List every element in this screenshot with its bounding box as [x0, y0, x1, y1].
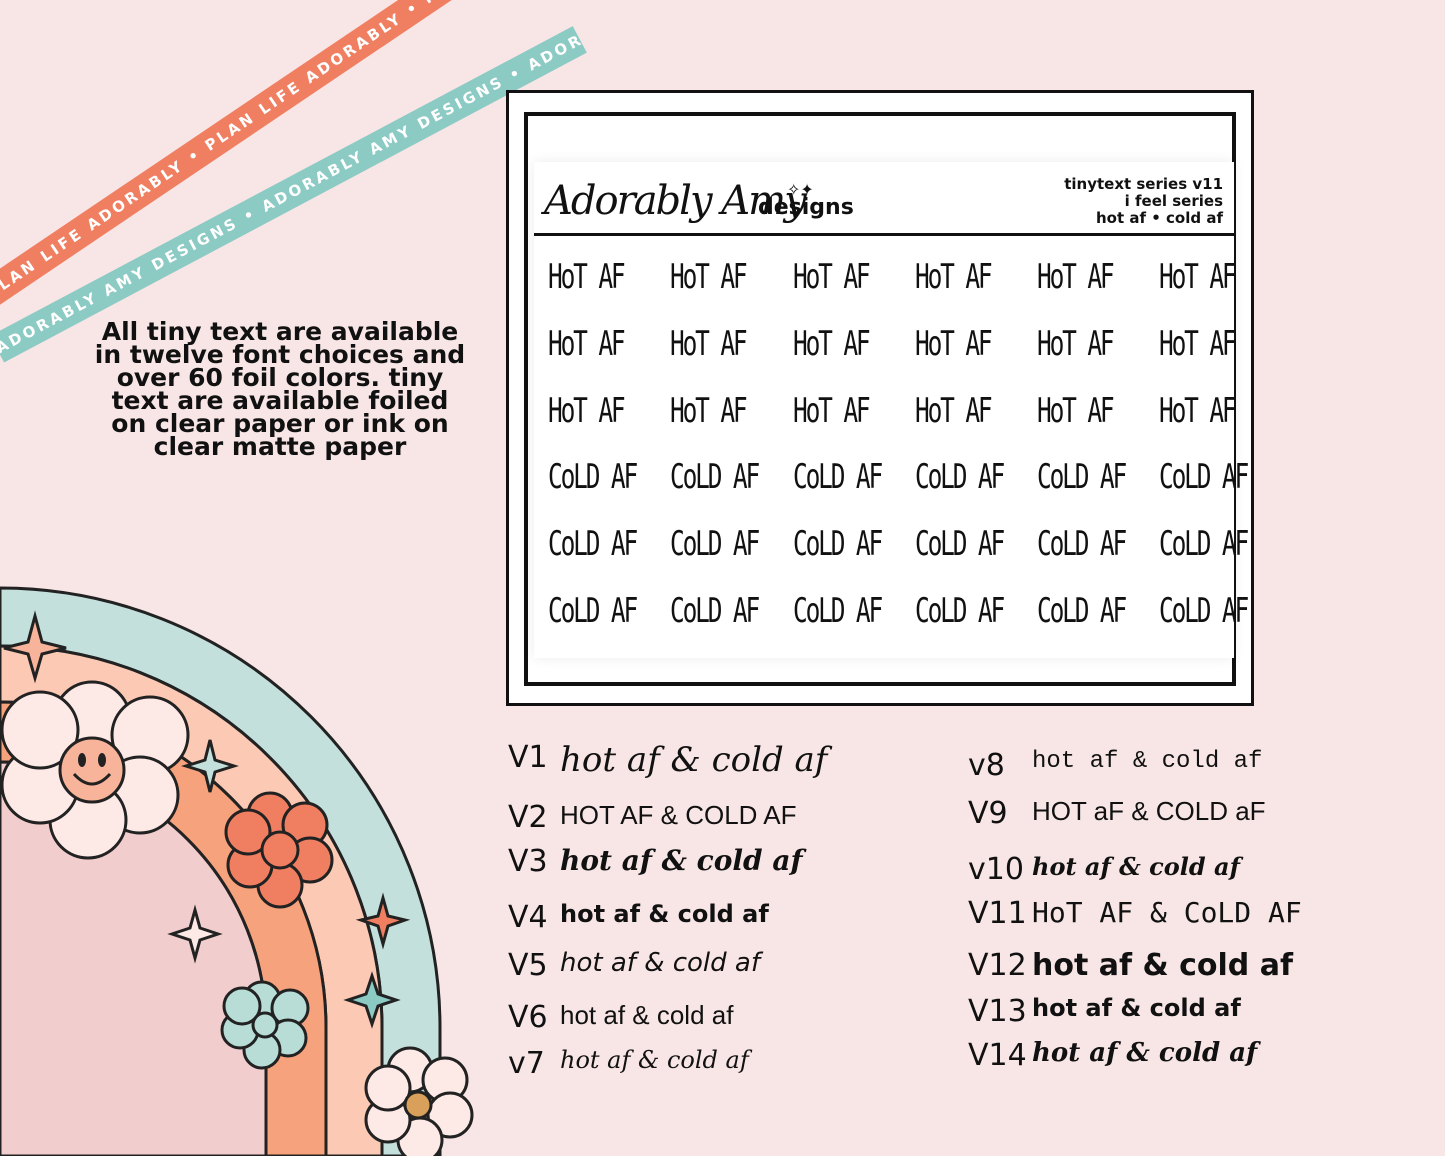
font-version-sample: HOT aF & COLD aF: [1032, 796, 1266, 826]
rainbow-illustration: [0, 586, 474, 1156]
description-text: All tiny text are available in twelve fo…: [94, 317, 466, 461]
sticker-word: HoT AF: [1037, 323, 1115, 364]
sticker-sheet: [534, 162, 1234, 658]
sticker-word: HoT AF: [914, 257, 993, 298]
sticker-word: CoLD AF: [1037, 523, 1127, 564]
sparkle-orange-icon: [355, 892, 411, 950]
smiley-flower-icon: [0, 680, 190, 860]
sparkle-peach-icon: [3, 610, 67, 684]
sticker-word: HoT AF: [548, 390, 626, 431]
sticker-word: CoLD AF: [670, 590, 760, 631]
sticker-word: CoLD AF: [548, 590, 638, 631]
font-version-label: V3: [508, 844, 548, 879]
font-version-sample: hot af & cold af: [560, 900, 769, 928]
sheet-series: tinytext series v11: [1064, 175, 1223, 193]
sticker-word: HoT AF: [670, 323, 748, 364]
sticker-word: HoT AF: [792, 257, 871, 298]
sheet-subseries: i feel series: [1124, 192, 1223, 210]
font-version-sample: HOT AF & COLD AF: [560, 800, 797, 830]
font-version-label: V6: [508, 1000, 548, 1035]
sticker-word: CoLD AF: [1159, 457, 1249, 498]
font-version-label: V1: [508, 740, 548, 775]
sticker-word: HoT AF: [914, 390, 993, 431]
sticker-word: CoLD AF: [914, 457, 1005, 498]
font-version-label: V12: [968, 948, 1027, 983]
sticker-word: HoT AF: [1037, 390, 1115, 431]
font-version-sample: hot af & cold af: [1032, 948, 1293, 983]
font-version-sample: hot af & cold af: [560, 948, 761, 978]
sticker-word: HoT AF: [1159, 257, 1237, 298]
mint-flower-icon: [220, 980, 310, 1070]
font-version-label: V5: [508, 948, 548, 983]
sticker-word: HoT AF: [792, 323, 871, 364]
brand-logo-word: designs: [758, 195, 854, 220]
sticker-grid: HoT AF HoT AF HoT AF HoT AF HoT AF HoT AF HoT …: [548, 244, 1250, 644]
font-versions-right: v8 hot af & cold af V9 HOT aF & COLD aF v10 h…: [968, 748, 1368, 1088]
font-version-sample: hot af & cold af: [560, 844, 803, 877]
sticker-word: HoT AF: [914, 323, 993, 364]
font-version-sample: hot af & cold af: [560, 1046, 749, 1074]
font-version-label: V9: [968, 796, 1008, 831]
sheet-meta: tinytext series v11 i feel series hot af…: [1064, 176, 1223, 227]
font-version-label: v8: [968, 748, 1005, 783]
sticker-word: HoT AF: [1159, 390, 1237, 431]
sticker-word: HoT AF: [792, 390, 871, 431]
sticker-word: CoLD AF: [548, 523, 638, 564]
sticker-word: HoT AF: [670, 257, 748, 298]
font-version-label: V14: [968, 1038, 1027, 1073]
sheet-words: hot af • cold af: [1095, 209, 1223, 227]
sparkle-teal-icon: [343, 971, 401, 1029]
font-version-label: V4: [508, 900, 548, 935]
sticker-word: CoLD AF: [914, 590, 1005, 631]
sticker-word: CoLD AF: [548, 457, 638, 498]
font-version-sample: hot af & cold af: [1032, 748, 1263, 775]
font-version-label: V13: [968, 994, 1027, 1029]
font-version-sample: hot af & cold af: [560, 740, 828, 780]
font-version-sample: hot af & cold af: [1032, 852, 1240, 881]
sticker-word: CoLD AF: [1037, 590, 1127, 631]
brand-logo-script: Adorably Amy: [544, 178, 807, 224]
sticker-word: CoLD AF: [1159, 523, 1249, 564]
sticker-word: HoT AF: [1159, 323, 1237, 364]
font-version-label: v7: [508, 1046, 545, 1081]
sticker-word: HoT AF: [670, 390, 748, 431]
font-versions-left: V1 hot af & cold af V2 HOT AF & COLD AF V3 ho…: [508, 740, 928, 1090]
sticker-word: CoLD AF: [670, 457, 760, 498]
sparkle-mint-icon: [181, 739, 239, 793]
sticker-word: CoLD AF: [792, 457, 883, 498]
font-version-label: v10: [968, 852, 1024, 887]
sticker-word: CoLD AF: [792, 523, 883, 564]
sticker-word: CoLD AF: [670, 523, 760, 564]
sticker-word: CoLD AF: [1159, 590, 1249, 631]
sparkle-white-icon: [167, 904, 223, 964]
font-version-sample: hot af & cold af: [560, 1000, 734, 1030]
sticker-word: CoLD AF: [1037, 457, 1127, 498]
sheet-divider: [534, 233, 1234, 236]
sticker-word: CoLD AF: [792, 590, 883, 631]
sticker-word: HoT AF: [548, 257, 626, 298]
font-version-sample: hot af & cold af: [1032, 1038, 1258, 1068]
font-version-sample: hot af & cold af: [1032, 994, 1241, 1022]
font-version-sample: HoT AF & CoLD AF: [1032, 896, 1302, 929]
ribbon-plan-life-adorably: PLAN LIFE ADORABLY • PLAN LIFE ADORABLY …: [0, 0, 528, 307]
font-version-label: V11: [968, 896, 1027, 931]
font-version-label: V2: [508, 800, 548, 835]
sticker-word: CoLD AF: [914, 523, 1005, 564]
sparkle-icon: ✧✦: [787, 182, 814, 199]
white-flower-icon: [364, 1046, 474, 1156]
sticker-word: HoT AF: [548, 323, 626, 364]
sticker-word: HoT AF: [1037, 257, 1115, 298]
orange-flower-icon: [224, 791, 334, 909]
